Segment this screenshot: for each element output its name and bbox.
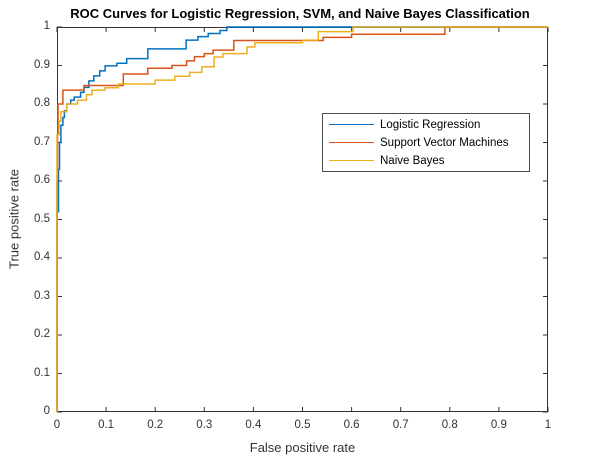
series-line-logistic-regression bbox=[56, 26, 548, 412]
y-tick-label: 0.9 bbox=[34, 58, 50, 71]
y-tick-label: 0 bbox=[43, 405, 50, 417]
y-tick-label: 0.6 bbox=[34, 174, 50, 186]
legend-box: Logistic Regression Support Vector Machin… bbox=[322, 113, 530, 172]
x-tick-label: 0.2 bbox=[147, 419, 164, 431]
x-axis-label: False positive rate bbox=[249, 440, 356, 455]
legend-line-sample bbox=[329, 124, 374, 125]
x-tick-label: 0.6 bbox=[343, 419, 360, 431]
x-tick-label: 0.4 bbox=[245, 419, 262, 431]
plot-area bbox=[56, 26, 549, 413]
legend-item-label: Naive Bayes bbox=[380, 154, 445, 167]
x-tick-label: 0.5 bbox=[294, 419, 311, 431]
y-tick-label: 0.3 bbox=[34, 289, 50, 302]
x-tick-label: 0.7 bbox=[392, 419, 409, 431]
legend-item: Naive Bayes bbox=[323, 152, 529, 170]
y-tick-label: 0.5 bbox=[34, 212, 50, 225]
y-tick-label: 0.8 bbox=[34, 97, 50, 109]
y-tick-label: 0.1 bbox=[34, 366, 50, 379]
series-line-support-vector-machines bbox=[56, 26, 548, 412]
y-tick-label: 0.4 bbox=[34, 251, 50, 263]
x-tick-label: 0.8 bbox=[441, 419, 458, 431]
y-tick-label: 1 bbox=[43, 20, 50, 32]
x-tick-label: 0.1 bbox=[98, 419, 115, 431]
legend-item-label: Logistic Regression bbox=[380, 118, 481, 131]
chart-title: ROC Curves for Logistic Regression, SVM,… bbox=[70, 6, 530, 21]
legend-line-sample bbox=[329, 142, 374, 143]
y-tick-label: 0.7 bbox=[34, 135, 50, 148]
plot-svg bbox=[56, 26, 549, 413]
x-tick-label: 0.3 bbox=[196, 419, 213, 431]
legend-item-label: Support Vector Machines bbox=[380, 136, 509, 149]
x-tick-label: 1 bbox=[544, 419, 552, 431]
x-tick-label: 0.9 bbox=[490, 419, 507, 431]
legend-line-sample bbox=[329, 160, 374, 161]
axis-box bbox=[57, 27, 548, 412]
legend-item: Logistic Regression bbox=[323, 116, 529, 134]
series-line-naive-bayes bbox=[56, 26, 548, 412]
x-tick-label: 0 bbox=[53, 419, 61, 431]
legend-item: Support Vector Machines bbox=[323, 134, 529, 152]
y-tick-label: 0.2 bbox=[34, 328, 50, 340]
